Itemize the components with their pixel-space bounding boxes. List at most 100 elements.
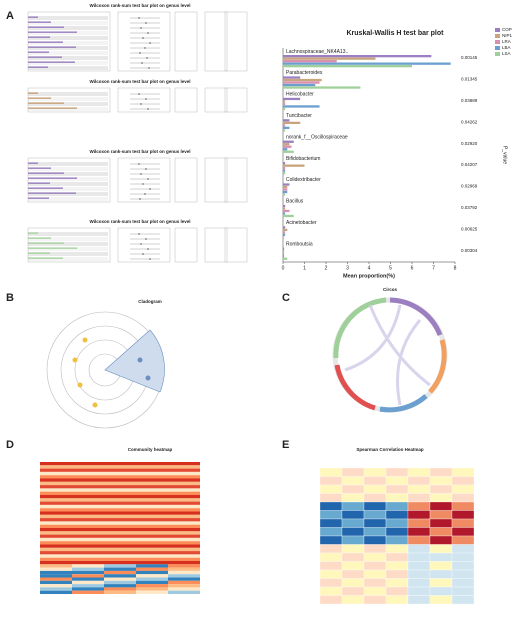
- heat-cell: [407, 493, 431, 503]
- heat-cell: [40, 518, 72, 522]
- row-bar: [28, 31, 77, 33]
- heat-cell: [385, 501, 409, 511]
- heat-cell: [451, 561, 475, 571]
- heat-cell: [72, 491, 104, 495]
- frame: [204, 157, 228, 203]
- row-bar: [28, 187, 63, 189]
- row-stripe: [28, 187, 108, 191]
- heat-cell: [168, 521, 200, 525]
- frame: [174, 11, 198, 72]
- heat-cell: [104, 498, 136, 502]
- heat-cell: [40, 587, 72, 591]
- heat-cell: [136, 587, 168, 591]
- heat-cell: [341, 595, 365, 605]
- bar: [283, 102, 286, 106]
- heat-cell: [363, 527, 387, 537]
- panel-title: Wilcoxon rank-sum test bar plot on genus…: [90, 149, 191, 154]
- category-label: Lachnospiraceae_NK4A13..: [286, 49, 348, 55]
- heat-cell: [136, 537, 168, 542]
- p-value: 0.00625: [461, 226, 478, 231]
- heat-cell: [72, 531, 104, 535]
- heat-cell: [136, 554, 168, 558]
- heat-cell: [168, 524, 200, 528]
- row-stripe: [28, 242, 108, 246]
- heat-cell: [104, 544, 136, 548]
- p-value: 0.01345: [461, 77, 478, 82]
- heat-cell: [72, 508, 104, 512]
- heat-cell: [168, 564, 200, 568]
- heat-cell: [319, 510, 343, 520]
- panel-letter: D: [6, 439, 14, 451]
- heat-cell: [72, 537, 104, 542]
- community-heatmap: [40, 462, 200, 594]
- legend-label: LRA: [502, 39, 511, 44]
- heat-cell: [104, 580, 136, 585]
- heat-cell: [168, 531, 200, 535]
- heat-cell: [72, 485, 104, 489]
- x-tick-label: 4: [368, 265, 371, 271]
- heat-cell: [136, 491, 168, 495]
- heat-cell: [104, 481, 136, 486]
- heat-cell: [136, 471, 168, 476]
- heat-cell: [104, 584, 136, 588]
- heat-cell: [72, 584, 104, 588]
- heat-cell: [407, 552, 431, 562]
- bar: [283, 255, 285, 258]
- heat-cell: [104, 524, 136, 528]
- heat-cell: [136, 590, 168, 594]
- ci-point: [144, 193, 146, 195]
- bar: [283, 100, 286, 103]
- heat-cell: [72, 475, 104, 479]
- heat-cell: [104, 514, 136, 519]
- legend-swatch: [495, 46, 500, 50]
- heat-cell: [104, 554, 136, 558]
- x-tick-label: 8: [454, 265, 457, 271]
- row-bar: [28, 257, 63, 259]
- heat-cell: [407, 535, 431, 545]
- heat-cell: [40, 544, 72, 548]
- heat-cell: [72, 567, 104, 571]
- heat-cell: [40, 577, 72, 581]
- row-stripe: [28, 31, 108, 35]
- row-stripe: [28, 56, 108, 60]
- heat-cell: [363, 476, 387, 486]
- heat-cell: [72, 514, 104, 519]
- heat-cell: [319, 544, 343, 554]
- ci-point: [140, 173, 142, 175]
- heat-cell: [168, 478, 200, 482]
- row-bar: [28, 197, 49, 199]
- heat-cell: [168, 587, 200, 591]
- heat-cell: [385, 552, 409, 562]
- heat-cell: [72, 495, 104, 499]
- row-stripe: [28, 97, 108, 101]
- panel-letter: C: [282, 292, 290, 304]
- heat-cell: [168, 547, 200, 552]
- heat-cell: [136, 547, 168, 552]
- heat-cell: [136, 495, 168, 499]
- heat-cell: [341, 493, 365, 503]
- heat-cell: [136, 580, 168, 585]
- category-label: Romboutsia: [286, 241, 313, 247]
- heat-cell: [104, 528, 136, 532]
- heat-cell: [136, 475, 168, 479]
- row-stripe: [28, 252, 108, 256]
- heat-cell: [341, 484, 365, 494]
- ci-point: [145, 22, 147, 24]
- heat-cell: [136, 488, 168, 492]
- heat-cell: [136, 481, 168, 486]
- heat-cell: [72, 547, 104, 552]
- heat-cell: [136, 518, 168, 522]
- bar: [283, 193, 286, 196]
- frame: [117, 157, 171, 203]
- heat-cell: [168, 465, 200, 469]
- bar: [283, 78, 322, 82]
- heat-cell: [104, 537, 136, 542]
- bar: [283, 183, 290, 186]
- heat-cell: [72, 564, 104, 568]
- heat-cell: [451, 586, 475, 596]
- heat-cell: [104, 475, 136, 479]
- heat-cell: [136, 465, 168, 469]
- heat-cell: [136, 498, 168, 502]
- y2-axis-label: P_value: [502, 146, 508, 164]
